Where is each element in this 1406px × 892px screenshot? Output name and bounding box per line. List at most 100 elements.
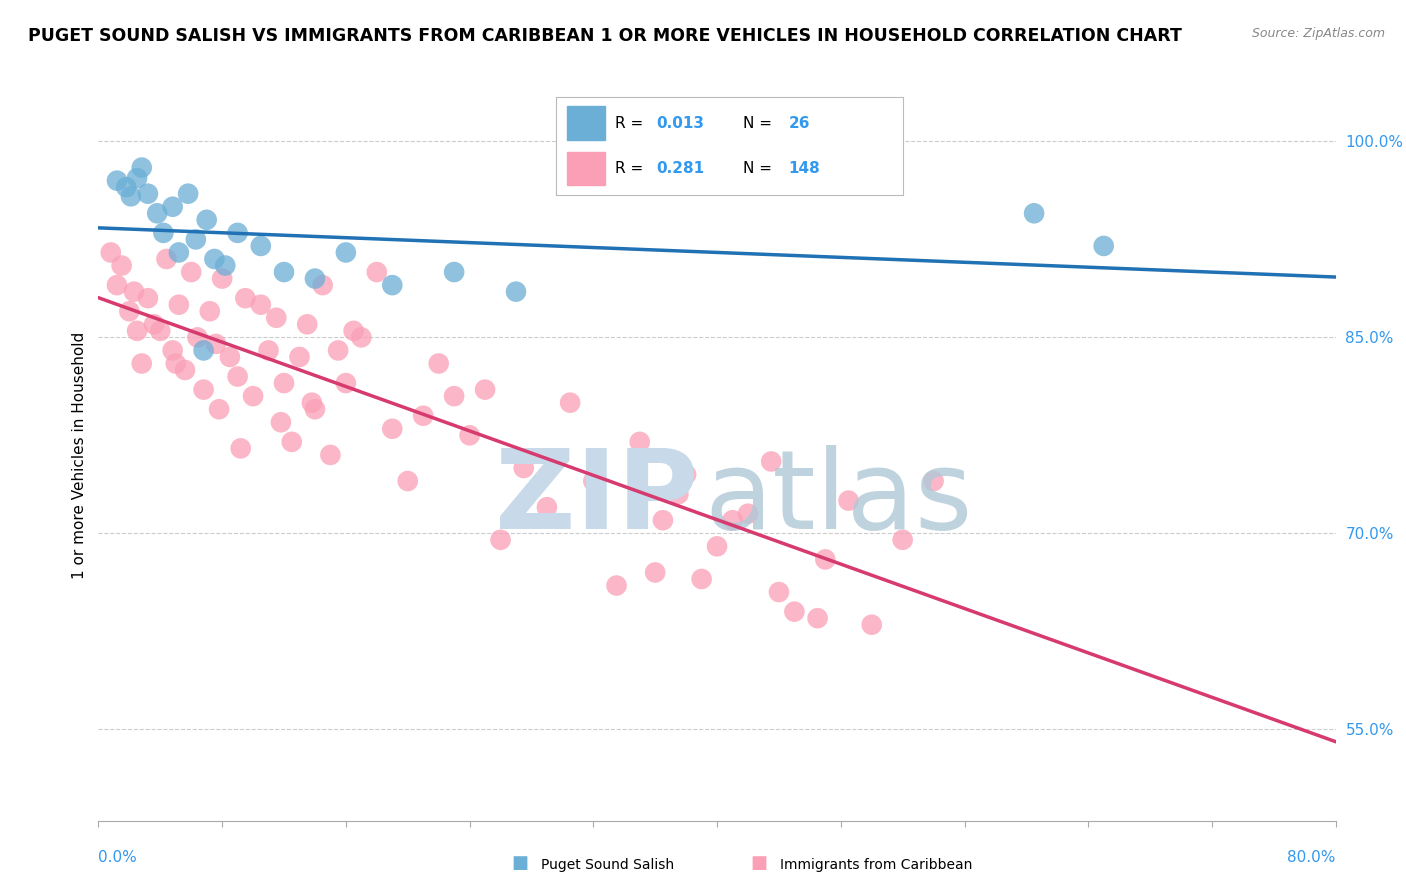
Point [143,318,166,332]
Point [155,252,177,266]
Point [273,265,295,279]
Point [652,513,675,527]
Point [628,434,651,449]
Point [690,572,713,586]
Point [860,617,883,632]
Point [301,395,323,409]
Point [891,533,914,547]
Point [162,200,184,214]
Point [235,291,257,305]
Point [412,409,434,423]
Point [122,285,145,299]
Point [326,343,350,358]
Point [396,474,419,488]
Point [1024,206,1046,220]
Point [489,533,512,547]
Point [127,171,149,186]
Point [127,324,149,338]
Point [136,291,159,305]
Point [644,566,666,580]
Point [783,605,806,619]
Text: Puget Sound Salish: Puget Sound Salish [541,858,675,872]
Text: ZIP: ZIP [495,445,699,552]
Point [381,278,404,293]
Point [737,507,759,521]
Point [204,252,226,266]
Point [381,422,404,436]
Point [100,245,122,260]
Point [666,487,689,501]
Point [427,357,450,371]
Point [111,259,132,273]
Point [219,350,242,364]
Point [350,330,373,344]
Point [443,389,465,403]
Point [177,186,200,201]
Point [120,189,142,203]
Point [807,611,830,625]
Point [180,265,202,279]
Point [105,173,128,188]
Point [229,442,252,456]
Point [214,259,236,273]
Point [193,343,215,358]
Point [297,318,319,332]
Point [281,434,304,449]
Y-axis label: 1 or more Vehicles in Household: 1 or more Vehicles in Household [72,331,87,579]
Point [174,363,197,377]
Point [115,180,138,194]
Point [105,278,128,293]
Point [721,513,744,527]
Point [165,357,187,371]
Text: Source: ZipAtlas.com: Source: ZipAtlas.com [1251,27,1385,40]
Point [505,285,527,299]
Point [458,428,481,442]
Text: ■: ■ [751,855,768,872]
Point [131,357,153,371]
Point [250,239,273,253]
Point [312,278,335,293]
Point [226,226,249,240]
Point [136,186,159,201]
Text: atlas: atlas [704,445,973,552]
Point [319,448,342,462]
Point [536,500,558,515]
Point [761,454,783,468]
Point [184,232,207,246]
Point [443,265,465,279]
Point [193,383,215,397]
Point [273,376,295,390]
Point [675,467,697,482]
Point [131,161,153,175]
Point [146,206,169,220]
Point [768,585,790,599]
Point [211,271,233,285]
Point [560,395,582,409]
Point [198,304,221,318]
Point [264,310,288,325]
Point [152,226,174,240]
Point [226,369,249,384]
Point [205,337,228,351]
Point [605,578,627,592]
Text: ■: ■ [512,855,529,872]
Point [304,402,326,417]
Point [335,245,357,260]
Point [304,271,326,285]
Point [242,389,264,403]
Point [706,539,728,553]
Point [186,330,208,344]
Point [838,493,860,508]
Text: 0.0%: 0.0% [98,850,138,865]
Point [208,402,231,417]
Point [814,552,837,566]
Point [167,298,190,312]
Point [1092,239,1115,253]
Point [366,265,388,279]
Point [474,383,496,397]
Point [922,474,945,488]
Point [335,376,357,390]
Point [343,324,366,338]
Point [288,350,311,364]
Point [195,212,218,227]
